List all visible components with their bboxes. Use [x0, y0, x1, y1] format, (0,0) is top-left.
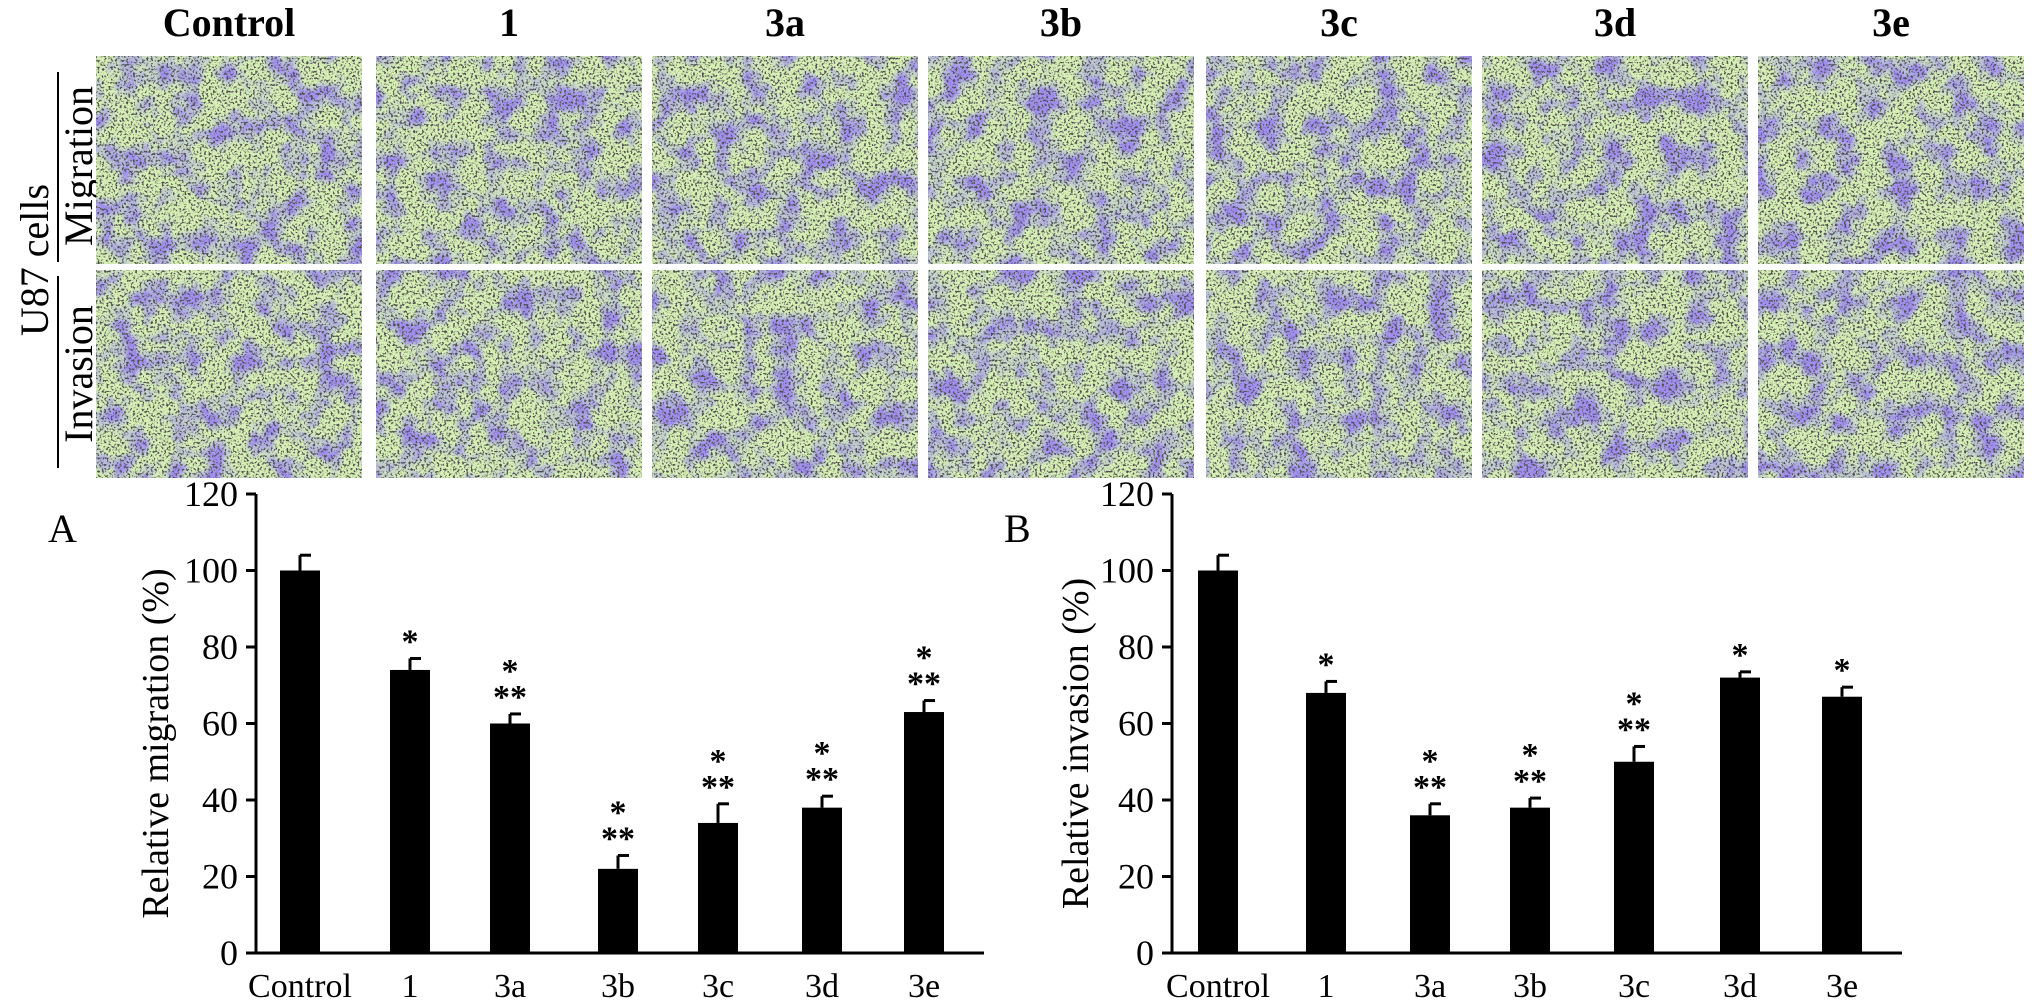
y-tick-label: 120: [184, 474, 238, 514]
x-tick-label-3a: 3a: [494, 968, 526, 1002]
bar-3e: [904, 712, 944, 953]
x-tick-label-3d: 3d: [805, 968, 839, 1002]
significance-marker-3e: *: [916, 640, 933, 677]
bar-3b: [1510, 807, 1550, 953]
y-tick-label: 80: [202, 627, 238, 667]
significance-marker-1: *: [1318, 646, 1335, 683]
y-tick-label: 80: [1118, 627, 1154, 667]
bar-3a: [1410, 815, 1450, 953]
significance-marker-3b: **: [1513, 763, 1547, 800]
y-tick-label: 40: [1118, 780, 1154, 820]
bar-control: [1198, 570, 1238, 953]
row-label-invasion: Invasion: [56, 305, 101, 443]
chart-panel-a: A Relative migration (%) 0 20 40 60 80 100 120 Co…: [48, 474, 984, 1002]
x-tick-label-3c: 3c: [1618, 968, 1650, 1002]
x-tick-label-3e: 3e: [1826, 968, 1858, 1002]
bar-control: [280, 570, 320, 953]
significance-marker-3c: *: [710, 743, 727, 780]
micrograph-invasion-3e: [1758, 270, 2024, 478]
panel-letter-b: B: [1004, 506, 1031, 551]
x-tick-label-3c: 3c: [702, 968, 734, 1002]
bar-3c: [698, 822, 738, 953]
y-tick-label: 20: [1118, 857, 1154, 897]
y-tick-label: 60: [202, 704, 238, 744]
significance-marker-3a: **: [493, 679, 527, 716]
y-tick-label: 100: [1100, 551, 1154, 591]
x-tick-label-3b: 3b: [601, 968, 635, 1002]
significance-marker-3c: **: [701, 769, 735, 806]
x-tick-label-3e: 3e: [908, 968, 940, 1002]
y-tick-label: 20: [202, 857, 238, 897]
bar-1: [390, 669, 430, 953]
significance-marker-3b: *: [610, 794, 627, 831]
micrograph-migration-3b: [928, 56, 1194, 264]
x-tick-label-1: 1: [1318, 968, 1335, 1002]
x-tick-label-3b: 3b: [1513, 968, 1547, 1002]
column-header-1: 1: [499, 0, 519, 45]
bar-3c: [1614, 761, 1654, 953]
bar-3d: [1720, 677, 1760, 953]
column-header-3d: 3d: [1594, 0, 1636, 45]
x-tick-label-control: Control: [1166, 968, 1270, 1002]
column-header-3c: 3c: [1320, 0, 1358, 45]
micrograph-migration-3a: [652, 56, 918, 264]
x-tick-label-3d: 3d: [1723, 968, 1757, 1002]
x-tick-label-3a: 3a: [1414, 968, 1446, 1002]
x-tick-label-control: Control: [248, 968, 352, 1002]
column-headers: Control 1 3a 3b 3c 3d 3e: [163, 0, 1910, 45]
y-tick-label: 0: [220, 933, 238, 973]
significance-marker-3a: *: [502, 653, 519, 690]
micrograph-invasion-1: [376, 270, 642, 478]
significance-marker-3c: **: [1617, 711, 1651, 748]
micrograph-invasion-3b: [928, 270, 1194, 478]
micrograph-migration-1: [376, 56, 642, 264]
bar-3a: [490, 723, 530, 953]
bar-3e: [1822, 696, 1862, 953]
significance-marker-3d: **: [805, 761, 839, 798]
column-header-control: Control: [163, 0, 296, 45]
micrograph-invasion-3a: [652, 270, 918, 478]
column-header-3b: 3b: [1040, 0, 1082, 45]
micrograph-migration-3e: [1758, 56, 2024, 264]
y-tick-label: 100: [184, 551, 238, 591]
row-label-migration: Migration: [56, 86, 101, 246]
column-header-3a: 3a: [765, 0, 805, 45]
significance-marker-1: *: [402, 623, 419, 660]
significance-marker-3e: **: [907, 666, 941, 703]
micrograph-invasion-3c: [1206, 270, 1472, 478]
micrograph-invasion-control: [96, 270, 362, 478]
chart-panel-b: B Relative invasion (%) 0 20 40 60 80 100 120 Con…: [1004, 474, 1902, 1002]
micrograph-migration-3c: [1206, 56, 1472, 264]
significance-marker-3b: **: [601, 820, 635, 857]
significance-marker-3d: *: [1732, 637, 1749, 674]
x-tick-label-1: 1: [402, 968, 419, 1002]
bar-3b: [598, 868, 638, 953]
micrograph-migration-3d: [1482, 56, 1748, 264]
y-tick-label: 60: [1118, 704, 1154, 744]
y-tick-label: 120: [1100, 474, 1154, 514]
significance-marker-3c: *: [1626, 685, 1643, 722]
row-labels: U87 cells Migration Invasion: [12, 72, 101, 468]
significance-marker-3b: *: [1522, 737, 1539, 774]
y-axis-title: Relative invasion (%): [1055, 578, 1097, 909]
bar-1: [1306, 692, 1346, 953]
micrograph-grid: [96, 56, 2024, 478]
cell-line-label: U87 cells: [12, 184, 57, 336]
bar-3d: [802, 807, 842, 953]
micrograph-migration-control: [96, 56, 362, 264]
significance-marker-3a: *: [1422, 743, 1439, 780]
y-axis-title: Relative migration (%): [135, 568, 177, 918]
micrograph-invasion-3d: [1482, 270, 1748, 478]
significance-marker-3a: **: [1413, 769, 1447, 806]
significance-marker-3d: *: [814, 735, 831, 772]
y-tick-label: 0: [1136, 933, 1154, 973]
column-header-3e: 3e: [1872, 0, 1910, 45]
significance-marker-3e: *: [1834, 652, 1851, 689]
y-tick-label: 40: [202, 780, 238, 820]
panel-letter-a: A: [48, 506, 77, 551]
